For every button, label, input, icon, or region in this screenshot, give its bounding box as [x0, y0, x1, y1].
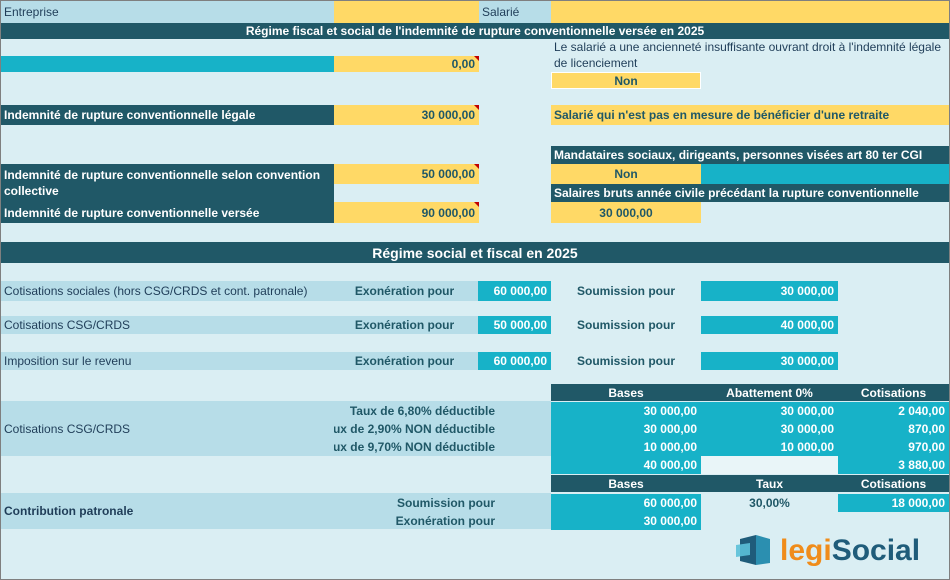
csg-header-cotisations: Cotisations [838, 384, 949, 401]
legal-value[interactable]: 30 000,00 [334, 105, 479, 125]
soumission-label: Soumission pour [576, 284, 675, 298]
patronale-soumission-label: Soumission pour [396, 496, 495, 510]
exoneration-value: 50 000,00 [478, 316, 551, 334]
salaires-text: Salaires bruts année civile précédant la… [551, 184, 949, 202]
mandataires-text: Mandataires sociaux, dirigeants, personn… [551, 146, 949, 164]
patronale-exoneration-base: 30 000,00 [551, 512, 701, 530]
csg-row-abattement: 10 000,00 [701, 438, 838, 456]
patronale-header-taux: Taux [701, 475, 838, 492]
logo-legi: legi [780, 534, 832, 567]
csg-row-base: 30 000,00 [551, 402, 701, 420]
versee-label: Indemnité de rupture conventionnelle ver… [1, 202, 334, 223]
csg-row-abattement: 30 000,00 [701, 402, 838, 420]
anciennete-value[interactable]: Non [551, 72, 701, 89]
salarie-input[interactable] [551, 1, 949, 23]
soumission-value: 30 000,00 [701, 352, 838, 370]
csg-total-cotisation: 3 880,00 [838, 456, 949, 474]
csg-header-abattement: Abattement 0% [701, 384, 838, 401]
csg-row-abattement: 30 000,00 [701, 420, 838, 438]
csg-header-bases: Bases [551, 384, 701, 401]
legisocial-logo-icon [736, 535, 770, 565]
logo-social: Social [831, 534, 921, 567]
csg-total-base: 40 000,00 [551, 456, 701, 474]
regime-title: Régime social et fiscal en 2025 [1, 242, 949, 263]
mandataires-filler [701, 164, 949, 184]
anciennete-text: Le salarié a une ancienneté insuffisante… [554, 40, 941, 70]
patronale-cotisations: 18 000,00 [838, 494, 949, 512]
entreprise-label: Entreprise [1, 1, 334, 23]
patronale-taux: 30,00% [749, 496, 790, 510]
exoneration-label: Exonération pour [331, 281, 478, 301]
mandataires-value[interactable]: Non [551, 164, 701, 184]
exoneration-label: Exonération pour [331, 352, 478, 370]
csg-row-cotisation: 2 040,00 [838, 402, 949, 420]
soumission-value: 30 000,00 [701, 281, 838, 301]
legisocial-logo-text: legiSocial [780, 534, 920, 568]
exoneration-label: Exonération pour [331, 316, 478, 334]
exoneration-value: 60 000,00 [478, 281, 551, 301]
patronale-header-cotisations: Cotisations [838, 475, 949, 492]
patronale-label: Contribution patronale [1, 493, 334, 529]
csg-total-filler [701, 456, 838, 474]
main-title: Régime fiscal et social de l'indemnité d… [1, 23, 949, 39]
csg-row-cotisation: 870,00 [838, 420, 949, 438]
entreprise-input[interactable] [334, 1, 479, 23]
versee-value[interactable]: 90 000,00 [334, 202, 479, 223]
csg-label-bg [334, 401, 551, 456]
csg-label: Cotisations CSG/CRDS [1, 401, 334, 456]
salarie-label: Salarié [479, 1, 551, 23]
soumission-label: Soumission pour [576, 318, 675, 332]
regime-row-label: Cotisations sociales (hors CSG/CRDS et c… [1, 281, 331, 301]
legal-label: Indemnité de rupture conventionnelle lég… [1, 105, 334, 125]
field1-value[interactable]: 0,00 [334, 56, 479, 72]
collective-label: Indemnité de rupture conventionnelle sel… [1, 164, 334, 202]
csg-row-base: 30 000,00 [551, 420, 701, 438]
csg-row-label: Taux de 9,70% NON déductible [334, 440, 495, 454]
retraite-text: Salarié qui n'est pas en mesure de bénéf… [551, 105, 949, 125]
patronale-header-bases: Bases [551, 475, 701, 492]
patronale-soumission-base: 60 000,00 [551, 494, 701, 512]
patronale-exoneration-label: Exonération pour [395, 514, 495, 528]
regime-row-label: Imposition sur le revenu [1, 352, 331, 370]
salaires-value[interactable]: 30 000,00 [551, 202, 701, 223]
csg-row-base: 10 000,00 [551, 438, 701, 456]
csg-row-cotisation: 970,00 [838, 438, 949, 456]
soumission-value: 40 000,00 [701, 316, 838, 334]
patronale-label-bg [334, 493, 551, 529]
csg-row-label: Taux de 2,90% NON déductible [334, 422, 495, 436]
soumission-label: Soumission pour [576, 354, 675, 368]
regime-row-label: Cotisations CSG/CRDS [1, 316, 331, 334]
legisocial-logo: legiSocial [736, 533, 920, 569]
csg-row-label: Taux de 6,80% déductible [349, 404, 495, 418]
collective-value[interactable]: 50 000,00 [334, 164, 479, 184]
field1-label[interactable] [1, 56, 334, 72]
exoneration-value: 60 000,00 [478, 352, 551, 370]
